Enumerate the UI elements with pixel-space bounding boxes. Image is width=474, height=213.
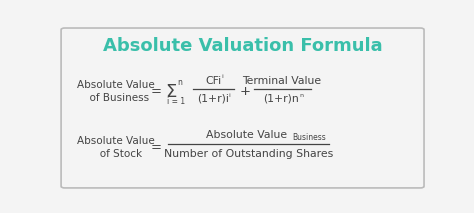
FancyBboxPatch shape: [61, 28, 424, 188]
Text: CFi: CFi: [205, 75, 222, 85]
Text: +: +: [239, 85, 250, 98]
Text: Σ: Σ: [165, 83, 177, 101]
Text: =: =: [151, 85, 162, 98]
Text: Number of Outstanding Shares: Number of Outstanding Shares: [164, 149, 333, 159]
Text: (1+r)n: (1+r)n: [264, 94, 300, 104]
Text: Absolute Value: Absolute Value: [206, 130, 287, 140]
Text: Absolute Valuation Formula: Absolute Valuation Formula: [103, 37, 383, 55]
Text: i: i: [221, 74, 223, 79]
Text: i = 1: i = 1: [167, 97, 185, 106]
Text: Business: Business: [292, 133, 326, 142]
Text: (1+r)i: (1+r)i: [198, 94, 229, 104]
Text: n: n: [177, 78, 182, 87]
Text: n: n: [300, 93, 303, 98]
Text: i: i: [228, 93, 230, 98]
Text: Absolute Value
   of Stock: Absolute Value of Stock: [77, 136, 155, 159]
Text: =: =: [151, 141, 162, 154]
Text: Terminal Value: Terminal Value: [242, 75, 321, 85]
Text: Absolute Value
  of Business: Absolute Value of Business: [77, 80, 155, 103]
